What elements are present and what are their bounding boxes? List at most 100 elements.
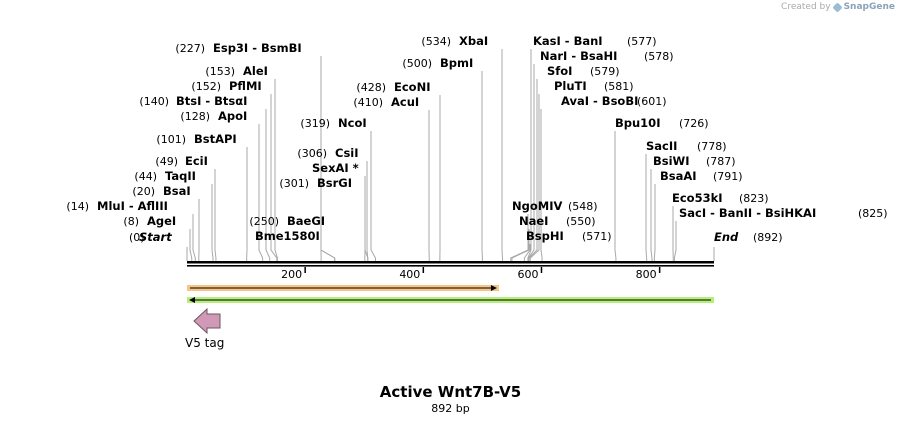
site-label-bsrgi[interactable]: BsrGI <box>317 176 352 190</box>
site-line-ncoi <box>370 131 376 261</box>
site-position-label: (140) <box>139 95 169 108</box>
site-line-bpu10i <box>614 131 617 261</box>
site-lines <box>186 49 715 261</box>
scale-tick-label: 800 <box>636 268 657 281</box>
site-label-avai[interactable]: AvaI - BsoBI <box>561 94 638 108</box>
end-label: End <box>714 230 739 244</box>
site-position-label: (101) <box>156 133 186 146</box>
site-label-bsaai[interactable]: BsaAI <box>660 169 697 183</box>
site-position-label: (579) <box>590 65 620 78</box>
site-position-label: (428) <box>356 81 386 94</box>
credit-brand: SnapGene <box>843 2 895 12</box>
site-line-apoi <box>258 124 264 261</box>
site-label-saci[interactable]: SacI - BanII - BsiHKAI <box>679 206 816 220</box>
site-line-nari <box>527 64 535 261</box>
site-line-baegi <box>320 229 336 261</box>
site-line-avai <box>540 109 543 261</box>
site-label-btsi[interactable]: BtsI - BtsαI <box>176 94 247 108</box>
site-line-ecii <box>214 169 217 261</box>
site-label-nari[interactable]: NarI - BsaHI <box>540 49 617 63</box>
credit-prefix: Created by <box>781 2 831 12</box>
site-position-label: (778) <box>697 140 727 153</box>
end-position: (892) <box>753 231 783 244</box>
site-position-label: (578) <box>644 50 674 63</box>
features <box>187 285 714 303</box>
site-label-bpmi[interactable]: BpmI <box>440 56 473 70</box>
site-line-btsi <box>265 109 271 261</box>
site-label-csii[interactable]: CsiI <box>335 146 359 160</box>
site-label-ncoi[interactable]: NcoI <box>338 116 367 130</box>
v5-tag-arrow-icon[interactable] <box>193 307 221 335</box>
site-line-bsphi <box>523 244 531 261</box>
site-position-label: (44) <box>134 170 157 183</box>
site-position-label: (601) <box>637 95 667 108</box>
site-label-bpu10i[interactable]: Bpu10I <box>615 116 660 130</box>
site-position-label: (227) <box>175 42 205 55</box>
site-label-eco53ki[interactable]: Eco53kI <box>672 191 723 205</box>
site-line-taqii <box>211 184 214 261</box>
site-label-mlui[interactable]: MluI - AflIII <box>97 199 168 213</box>
site-position-label: (128) <box>180 110 210 123</box>
site-position-label: (581) <box>604 80 634 93</box>
site-label-sexai[interactable]: SexAI * <box>312 161 359 175</box>
site-labels: Esp3I - BsmBI (227) AleI (153)PflMI (152)Bts… <box>66 34 887 243</box>
start-label: Start <box>139 230 172 244</box>
site-position-label: (548) <box>568 200 598 213</box>
site-label-ecii[interactable]: EciI <box>185 154 208 168</box>
site-label-alei[interactable]: AleI <box>243 64 268 78</box>
site-label-esp3i[interactable]: Esp3I - BsmBI <box>213 41 302 55</box>
site-position-label: (8) <box>123 215 139 228</box>
site-line-alei <box>274 79 278 261</box>
site-label-agei[interactable]: AgeI <box>147 214 176 228</box>
site-position-label: (14) <box>66 200 89 213</box>
site-line-agei <box>189 229 193 261</box>
site-label-sfoi[interactable]: SfoI <box>547 64 572 78</box>
site-line-naei <box>511 229 530 261</box>
site-line-csii <box>366 161 369 261</box>
green-orf-arrowhead-icon <box>189 297 195 303</box>
site-label-acui[interactable]: AcuI <box>391 95 419 109</box>
site-position-label: (550) <box>566 215 596 228</box>
site-position-label: (319) <box>300 117 330 130</box>
backbone-top <box>187 261 714 264</box>
site-line-saci <box>673 221 677 261</box>
site-position-label: (20) <box>132 185 155 198</box>
site-label-naei[interactable]: NaeI <box>519 214 548 228</box>
site-position-label: (250) <box>249 215 279 228</box>
map-title-block: Active Wnt7B-V5 892 bp <box>0 383 901 415</box>
site-position-label: (500) <box>402 57 432 70</box>
site-label-xbai[interactable]: XbaI <box>459 34 488 48</box>
site-line-sfoi <box>528 79 538 261</box>
site-label-bsphi[interactable]: BspHI <box>526 229 564 243</box>
site-position-label: (823) <box>739 192 769 205</box>
site-position-label: (787) <box>706 155 736 168</box>
scale-tick-label: 600 <box>517 268 538 281</box>
site-position-label: (577) <box>627 35 657 48</box>
site-position-label: (791) <box>713 170 743 183</box>
site-line-sacii <box>645 154 648 261</box>
site-position-label: (301) <box>279 177 309 190</box>
site-label-bme1580i[interactable]: Bme1580I <box>255 229 320 243</box>
site-position-label: (306) <box>297 147 327 160</box>
site-label-bsiwi[interactable]: BsiWI <box>653 154 690 168</box>
site-line-mlui <box>192 214 196 261</box>
site-position-label: (571) <box>582 230 612 243</box>
site-label-apoi[interactable]: ApoI <box>218 109 247 123</box>
site-label-kasi[interactable]: KasI - BanI <box>533 34 603 48</box>
site-position-label: (49) <box>155 155 178 168</box>
start-position: (0) <box>129 231 145 244</box>
site-label-sacii[interactable]: SacII <box>646 139 677 153</box>
site-label-pluti[interactable]: PluTI <box>554 79 587 93</box>
backbone-bottom <box>187 265 714 267</box>
scale-tick-label: 200 <box>281 268 302 281</box>
site-label-pflmi[interactable]: PflMI <box>229 79 262 93</box>
site-label-ngomiv[interactable]: NgoMIV <box>512 199 562 213</box>
site-label-baegi[interactable]: BaeGI <box>287 214 325 228</box>
site-position-label: (152) <box>191 80 221 93</box>
site-label-bsai[interactable]: BsaI <box>163 184 191 198</box>
site-label-taqii[interactable]: TaqII <box>165 169 196 183</box>
site-label-econi[interactable]: EcoNI <box>394 80 430 94</box>
scale-tick-label: 400 <box>399 268 420 281</box>
site-label-bstapi[interactable]: BstAPI <box>194 132 237 146</box>
